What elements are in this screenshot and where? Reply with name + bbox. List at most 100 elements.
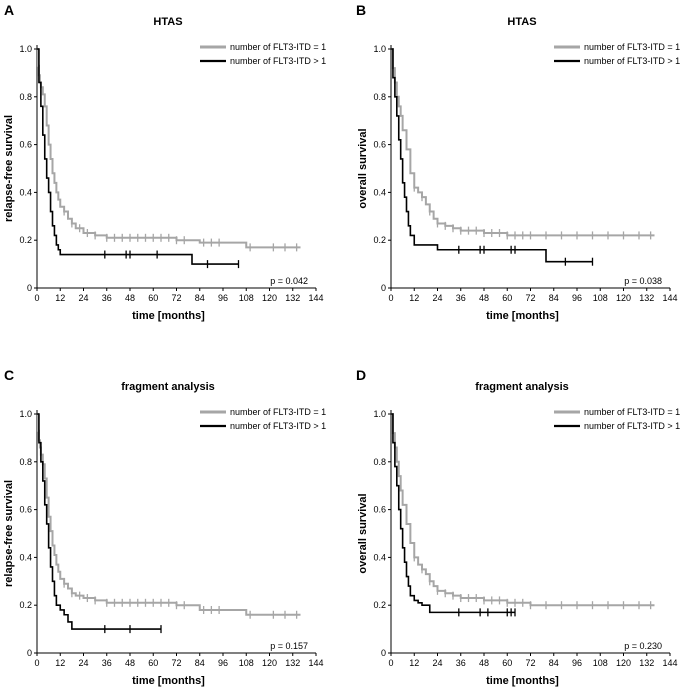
legend-label: number of FLT3-ITD > 1 [584,421,680,431]
y-tick-label: 0.2 [19,600,32,610]
x-tick-label: 96 [218,658,228,668]
x-tick-label: 48 [479,293,489,303]
x-tick-label: 48 [125,658,135,668]
x-tick-label: 60 [502,293,512,303]
x-tick-label: 108 [593,293,608,303]
x-tick-label: 132 [639,293,654,303]
p-value-annotation: p = 0.038 [624,276,662,286]
y-tick-label: 0.4 [373,187,386,197]
chart-panel-b: B HTAS 0 0.2 0.4 0.6 0.8 1.0 0 12 24 36 48 60 72 84 96 10… [356,2,680,322]
x-tick-label: 132 [285,658,300,668]
x-axis-label: time [months] [132,675,205,687]
x-tick-label: 24 [432,658,442,668]
x-tick-label: 144 [662,658,677,668]
y-tick-label: 0 [381,283,386,293]
survival-curve-line [391,48,593,263]
survival-curve-line [391,413,515,614]
chart-title: HTAS [507,16,536,28]
x-tick-label: 12 [55,658,65,668]
x-tick-label: 72 [525,658,535,668]
series-itd-greater-1 [37,413,162,634]
x-tick-label: 36 [456,658,466,668]
survival-curve-line [37,413,161,630]
y-tick-label: 0.6 [19,505,32,515]
x-tick-label: 84 [195,658,205,668]
y-tick-label: 0.2 [19,235,32,245]
panel-letter: A [4,2,14,18]
y-tick-label: 0.4 [19,552,32,562]
x-tick-label: 108 [239,658,254,668]
y-axis-label: overall survival [357,493,369,573]
p-value-annotation: p = 0.230 [624,641,662,651]
y-tick-label: 0.4 [373,552,386,562]
x-tick-label: 96 [218,293,228,303]
survival-curve-line [37,48,239,265]
x-tick-label: 48 [479,658,489,668]
x-tick-label: 72 [525,293,535,303]
x-tick-label: 36 [456,293,466,303]
y-tick-label: 0 [27,648,32,658]
x-tick-label: 0 [388,293,393,303]
series-itd-greater-1 [391,48,594,266]
panel-letter: C [4,367,14,383]
legend-label: number of FLT3-ITD = 1 [584,42,680,52]
x-tick-label: 132 [639,658,654,668]
x-tick-label: 60 [148,293,158,303]
x-tick-label: 0 [388,658,393,668]
x-tick-label: 120 [262,293,277,303]
series-itd-equal-1 [391,413,655,610]
y-tick-label: 0.8 [19,92,32,102]
chart-title: fragment analysis [121,381,215,393]
chart-title: fragment analysis [475,381,569,393]
p-value-annotation: p = 0.042 [270,276,308,286]
survival-curve-line [36,413,301,616]
x-axis-label: time [months] [486,675,559,687]
x-tick-label: 60 [148,658,158,668]
panel-letter: B [356,2,366,18]
legend-label: number of FLT3-ITD = 1 [230,407,326,417]
legend-label: number of FLT3-ITD > 1 [584,56,680,66]
x-tick-label: 84 [549,293,559,303]
x-tick-label: 36 [102,658,112,668]
x-tick-label: 60 [502,658,512,668]
y-tick-label: 0.4 [19,187,32,197]
y-tick-label: 0.6 [19,140,32,150]
x-tick-label: 0 [34,658,39,668]
x-tick-label: 36 [102,293,112,303]
chart-title: HTAS [153,16,182,28]
y-tick-label: 0.8 [19,457,32,467]
series-itd-greater-1 [391,413,516,617]
y-axis-label: overall survival [357,128,369,208]
y-tick-label: 0.8 [373,457,386,467]
series-itd-equal-1 [36,48,301,252]
y-tick-label: 1.0 [19,44,32,54]
x-tick-label: 24 [78,658,88,668]
y-axis-label: relapse-free survival [3,480,15,587]
x-tick-label: 120 [616,293,631,303]
y-tick-label: 1.0 [373,409,386,419]
y-axis-label: relapse-free survival [3,115,15,222]
y-tick-label: 0.6 [373,505,386,515]
x-tick-label: 48 [125,293,135,303]
series-itd-greater-1 [37,48,240,269]
x-tick-label: 24 [78,293,88,303]
x-tick-label: 84 [549,658,559,668]
x-tick-label: 120 [262,658,277,668]
y-tick-label: 0.8 [373,92,386,102]
y-tick-label: 0.2 [373,600,386,610]
panel-letter: D [356,367,366,383]
x-tick-label: 144 [308,293,323,303]
x-tick-label: 0 [34,293,39,303]
x-tick-label: 108 [239,293,254,303]
chart-panel-a: A HTAS 0 0.2 0.4 0.6 0.8 1.0 0 12 24 36 48 60 72 84 96 10… [3,2,326,322]
y-tick-label: 0 [381,648,386,658]
x-axis-label: time [months] [132,310,205,322]
p-value-annotation: p = 0.157 [270,641,308,651]
x-tick-label: 12 [55,293,65,303]
x-tick-label: 24 [432,293,442,303]
x-tick-label: 12 [409,658,419,668]
y-tick-label: 0 [27,283,32,293]
